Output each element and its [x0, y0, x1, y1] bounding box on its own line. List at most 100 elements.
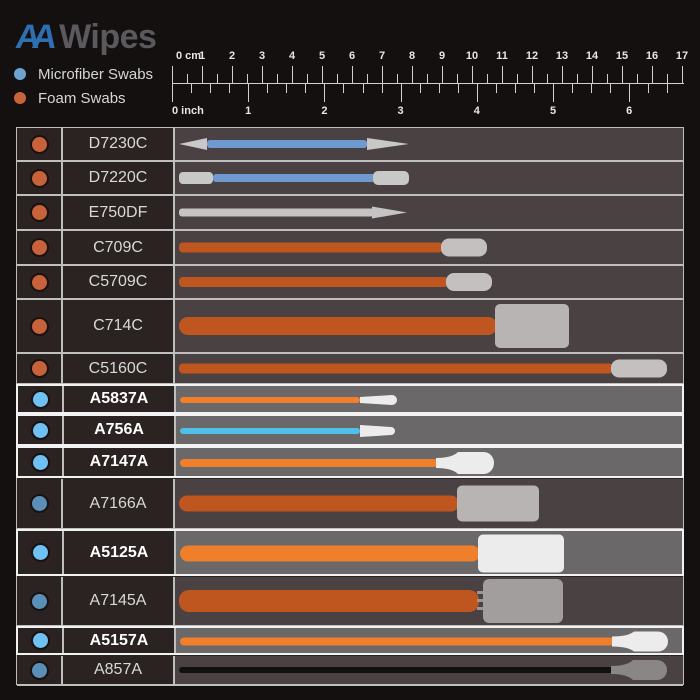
table-row[interactable]: D7230C: [17, 128, 683, 162]
microfiber-dot-icon: [30, 543, 50, 562]
ruler-cm-tick: [547, 74, 548, 83]
table-row[interactable]: A7145A: [17, 577, 683, 627]
microfiber-dot-icon: [29, 591, 49, 611]
ruler-cm-label: 4: [288, 50, 296, 62]
foam-dot-icon: [29, 134, 49, 154]
type-cell: [18, 628, 64, 653]
table-row[interactable]: A857A: [17, 656, 683, 686]
table-row[interactable]: A5837A: [16, 384, 684, 414]
table-row[interactable]: A5157A: [16, 626, 684, 655]
ruler-inch-tick: [572, 84, 574, 93]
ruler-inch-label: 5: [549, 105, 557, 117]
ruler-cm-tick: [412, 66, 413, 83]
ruler-cm-tick: [562, 66, 563, 83]
swab-icon: [177, 354, 682, 383]
type-cell: [17, 577, 63, 625]
swab-icon: [177, 162, 682, 194]
ruler-inch-tick: [381, 84, 383, 93]
ruler-inch-tick: [476, 84, 478, 102]
swab-icon: [178, 531, 683, 574]
swab-image: [175, 128, 683, 160]
ruler-cm-label: 15: [615, 50, 629, 62]
ruler-cm-label: 1: [198, 50, 206, 62]
type-cell: [17, 656, 63, 684]
swab-image: [175, 656, 683, 684]
swab-icon: [177, 231, 682, 264]
ruler-cm-tick: [502, 66, 503, 83]
microfiber-dot-icon: [29, 494, 49, 513]
ruler-cm-tick: [217, 74, 218, 83]
type-cell: [17, 196, 63, 229]
model-name: A756A: [64, 416, 176, 444]
ruler-inch-tick: [248, 84, 250, 102]
model-name: A5837A: [64, 386, 176, 412]
ruler-cm-label: 17: [675, 50, 689, 62]
ruler-cm-label: 2: [228, 50, 236, 62]
type-cell: [18, 386, 64, 412]
table-row[interactable]: A756A: [16, 414, 684, 446]
ruler-inch-tick: [172, 84, 173, 102]
ruler-inch-tick: [514, 84, 516, 93]
ruler-cm-tick: [457, 74, 458, 83]
ruler-cm-tick: [232, 66, 233, 83]
ruler-inch-tick: [400, 84, 402, 102]
type-cell: [17, 354, 63, 383]
ruler-cm-tick: [442, 66, 443, 83]
ruler-inch-tick: [267, 84, 269, 93]
table-row[interactable]: A7147A: [16, 446, 684, 478]
swab-icon: [177, 266, 682, 298]
ruler-cm-tick: [592, 66, 593, 83]
table-row[interactable]: E750DF: [17, 196, 683, 231]
ruler-cm-tick: [247, 74, 248, 83]
ruler-inch-tick: [648, 84, 650, 93]
ruler-inch-tick: [591, 84, 593, 93]
brand-logo: AA Wipes: [13, 18, 157, 56]
ruler-inch-label: 6: [626, 105, 633, 117]
ruler-cm-tick: [517, 74, 518, 83]
table-row[interactable]: C709C: [17, 231, 683, 266]
ruler-cm-label: 13: [555, 50, 569, 62]
ruler-inch-label: 0 inch: [172, 105, 204, 117]
table-row[interactable]: C5709C: [17, 266, 683, 300]
ruler-cm-tick: [307, 74, 308, 83]
model-name: A7145A: [63, 577, 175, 625]
ruler-inch-tick: [610, 84, 612, 93]
table-row[interactable]: A7166A: [17, 479, 683, 530]
microfiber-dot-icon: [30, 452, 50, 472]
type-cell: [17, 479, 63, 528]
ruler-inch-label: 1: [245, 105, 252, 117]
ruler-cm-tick: [367, 74, 368, 83]
microfiber-dot-icon: [29, 660, 49, 680]
microfiber-dot-icon: [30, 420, 50, 440]
ruler-cm-label: 16: [645, 50, 659, 62]
table-row[interactable]: C714C: [17, 300, 683, 354]
legend-label: Foam Swabs: [38, 89, 126, 107]
ruler-inch-tick: [629, 84, 631, 102]
ruler-inch-label: 4: [473, 105, 480, 117]
microfiber-dot-icon: [14, 68, 26, 80]
ruler-cm-tick: [487, 74, 488, 83]
type-cell: [17, 128, 63, 160]
brand-mark: AA: [13, 18, 52, 56]
foam-dot-icon: [29, 238, 49, 257]
table-row[interactable]: D7220C: [17, 162, 683, 196]
ruler-cm-tick: [352, 66, 353, 83]
type-cell: [17, 231, 63, 264]
model-name: C5160C: [63, 354, 175, 383]
ruler: 0 cm 1 2 3 4 5 6 7 8 9 10 11 12 13 14 15 16 17 0 inch 1 2 3 4 5…: [172, 50, 688, 122]
swab-image: [175, 162, 683, 194]
ruler-inch-tick: [286, 84, 288, 93]
model-name: E750DF: [63, 196, 175, 229]
foam-dot-icon: [29, 272, 49, 292]
table-row[interactable]: C5160C: [17, 354, 683, 385]
ruler-cm-tick: [577, 74, 578, 83]
ruler-cm-tick: [262, 66, 263, 83]
ruler-cm-tick: [397, 74, 398, 83]
table-row[interactable]: A5125A: [16, 529, 684, 576]
ruler-cm-tick: [682, 66, 683, 83]
ruler-cm-label: 8: [408, 50, 416, 62]
swab-image: [176, 386, 682, 412]
model-name: A5125A: [64, 531, 176, 574]
foam-dot-icon: [14, 92, 26, 104]
swab-table: D7230C D7220C E750DF C709C C5709C C714C C5160C…: [16, 127, 684, 686]
